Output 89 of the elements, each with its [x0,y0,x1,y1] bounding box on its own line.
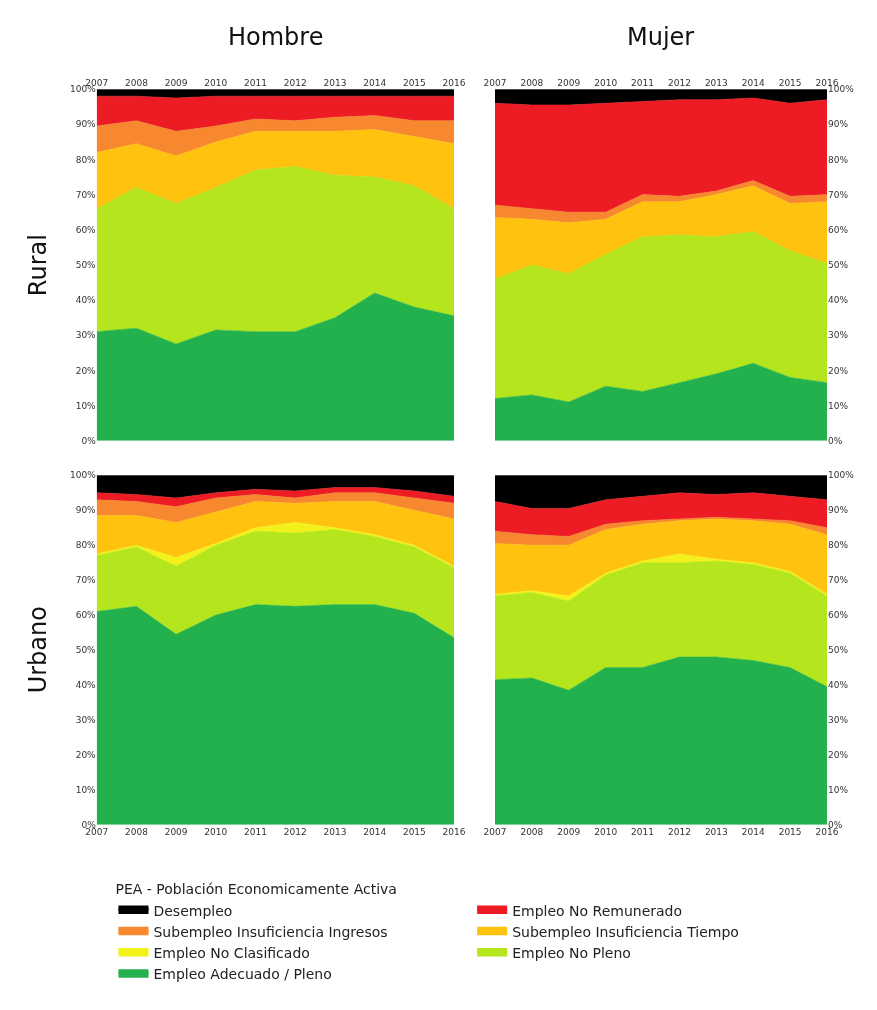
y-tick-label: 10% [75,785,97,795]
x-tick-label: 2011 [631,78,654,89]
y-tick-label: 20% [75,365,97,376]
y-tick-label: 0% [81,435,97,446]
x-tick-label: 2015 [778,826,802,837]
x-tick-label: 2013 [704,826,728,837]
x-tick-label: 2008 [124,78,149,89]
y-tick-label: 90% [828,505,849,516]
x-tick-label: 2016 [442,78,466,89]
y-tick-label: 50% [75,260,97,271]
y-tick-label: 30% [75,715,97,726]
x-tick-label: 2010 [204,826,228,837]
y-tick-label: 80% [828,540,849,551]
y-tick-label: 20% [75,750,97,761]
x-tick-label: 2008 [520,78,544,89]
y-tick-label: 60% [828,224,849,235]
y-tick-label: 60% [75,224,97,235]
x-tick-label: 2010 [594,78,618,89]
x-tick-label: 2014 [363,826,387,837]
y-tick-label: 70% [75,575,97,586]
y-tick-label: 30% [828,330,849,341]
x-tick-label: 2014 [741,78,765,89]
legend-label: Empleo No Remunerado [512,902,683,919]
x-tick-label: 2012 [283,826,307,837]
x-tick-label: 2014 [363,78,387,89]
x-tick-label: 2009 [164,78,188,89]
x-tick-label: 2007 [483,78,507,89]
x-tick-label: 2009 [557,78,581,89]
y-axis-title: Rural [24,234,53,297]
x-tick-label: 2015 [402,826,426,837]
x-tick-label: 2012 [283,78,307,89]
y-tick-label: 80% [828,154,849,165]
y-tick-label: 100% [828,470,855,481]
legend-label: Subempleo Insuficiencia Ingresos [153,923,388,940]
y-tick-label: 90% [75,505,97,516]
legend-label: Desempleo [153,902,233,919]
y-tick-label: 80% [75,540,97,551]
y-tick-label: 40% [828,295,849,306]
chart-title: Hombre [228,23,324,51]
y-tick-label: 30% [75,330,97,341]
y-tick-label: 20% [828,365,849,376]
y-tick-label: 50% [75,645,97,656]
x-tick-label: 2010 [594,826,618,837]
x-tick-label: 2012 [667,78,691,89]
x-tick-label: 2013 [323,826,347,837]
x-tick-label: 2011 [244,826,267,837]
y-tick-label: 60% [75,610,97,621]
y-tick-label: 80% [75,154,97,165]
y-tick-label: 90% [828,119,849,130]
legend-label: Subempleo Insuficiencia Tiempo [512,923,739,940]
y-tick-label: 60% [828,610,849,621]
x-tick-label: 2012 [667,826,691,837]
x-tick-label: 2008 [124,826,149,837]
y-tick-label: 40% [75,295,97,306]
x-tick-label: 2009 [557,826,581,837]
y-tick-label: 30% [828,715,849,726]
y-tick-label: 100% [69,470,97,481]
x-tick-label: 2008 [520,826,544,837]
x-tick-label: 2015 [778,78,802,89]
legend-label: Empleo No Clasificado [153,944,310,961]
x-tick-label: 2013 [704,78,728,89]
y-tick-label: 90% [75,119,97,130]
x-tick-label: 2009 [164,826,188,837]
y-tick-label: 10% [75,400,97,411]
y-tick-label: 100% [69,84,97,95]
y-tick-label: 40% [828,680,849,691]
legend-title: PEA - Población Economicamente Activa [115,881,397,898]
y-tick-label: 20% [828,750,849,761]
x-tick-label: 2013 [323,78,347,89]
x-tick-label: 2014 [741,826,765,837]
legend-label: Empleo No Pleno [512,944,631,961]
y-tick-label: 0% [828,435,843,446]
legend-label: Empleo Adecuado / Pleno [153,966,332,983]
y-tick-label: 50% [828,645,849,656]
y-tick-label: 10% [828,400,849,411]
chart-title: Mujer [627,23,695,51]
x-tick-label: 2016 [442,826,466,837]
y-tick-label: 50% [828,260,849,271]
y-tick-label: 10% [828,785,849,795]
y-tick-label: 40% [75,680,97,691]
x-tick-label: 2015 [402,78,426,89]
y-tick-label: 70% [75,189,97,200]
x-tick-label: 2011 [244,78,267,89]
y-axis-title: Urbano [24,606,53,694]
x-tick-label: 2010 [204,78,228,89]
x-tick-label: 2007 [483,826,507,837]
y-tick-label: 70% [828,189,849,200]
y-tick-label: 70% [828,575,849,586]
x-tick-label: 2011 [631,826,654,837]
